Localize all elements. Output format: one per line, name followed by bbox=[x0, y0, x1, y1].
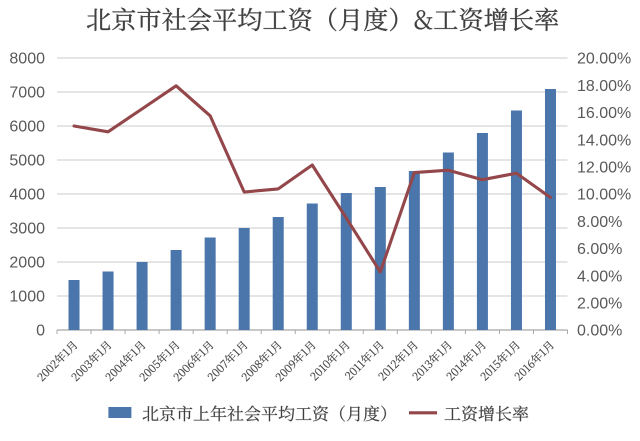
svg-text:0: 0 bbox=[36, 323, 45, 340]
svg-text:4000: 4000 bbox=[9, 187, 45, 204]
svg-text:5000: 5000 bbox=[9, 153, 45, 170]
svg-text:8000: 8000 bbox=[9, 51, 45, 68]
svg-text:0.00%: 0.00% bbox=[577, 323, 622, 340]
svg-text:6.00%: 6.00% bbox=[577, 241, 622, 258]
svg-text:20.00%: 20.00% bbox=[577, 51, 631, 68]
svg-text:8.00%: 8.00% bbox=[577, 214, 622, 231]
svg-text:3000: 3000 bbox=[9, 221, 45, 238]
svg-text:12.00%: 12.00% bbox=[577, 160, 631, 177]
svg-text:6000: 6000 bbox=[9, 119, 45, 136]
svg-text:7000: 7000 bbox=[9, 85, 45, 102]
svg-text:2000: 2000 bbox=[9, 255, 45, 272]
svg-text:10.00%: 10.00% bbox=[577, 187, 631, 204]
svg-text:2.00%: 2.00% bbox=[577, 296, 622, 313]
svg-text:16.00%: 16.00% bbox=[577, 105, 631, 122]
svg-text:4.00%: 4.00% bbox=[577, 268, 622, 285]
svg-text:18.00%: 18.00% bbox=[577, 78, 631, 95]
svg-text:14.00%: 14.00% bbox=[577, 132, 631, 149]
svg-text:1000: 1000 bbox=[9, 289, 45, 306]
